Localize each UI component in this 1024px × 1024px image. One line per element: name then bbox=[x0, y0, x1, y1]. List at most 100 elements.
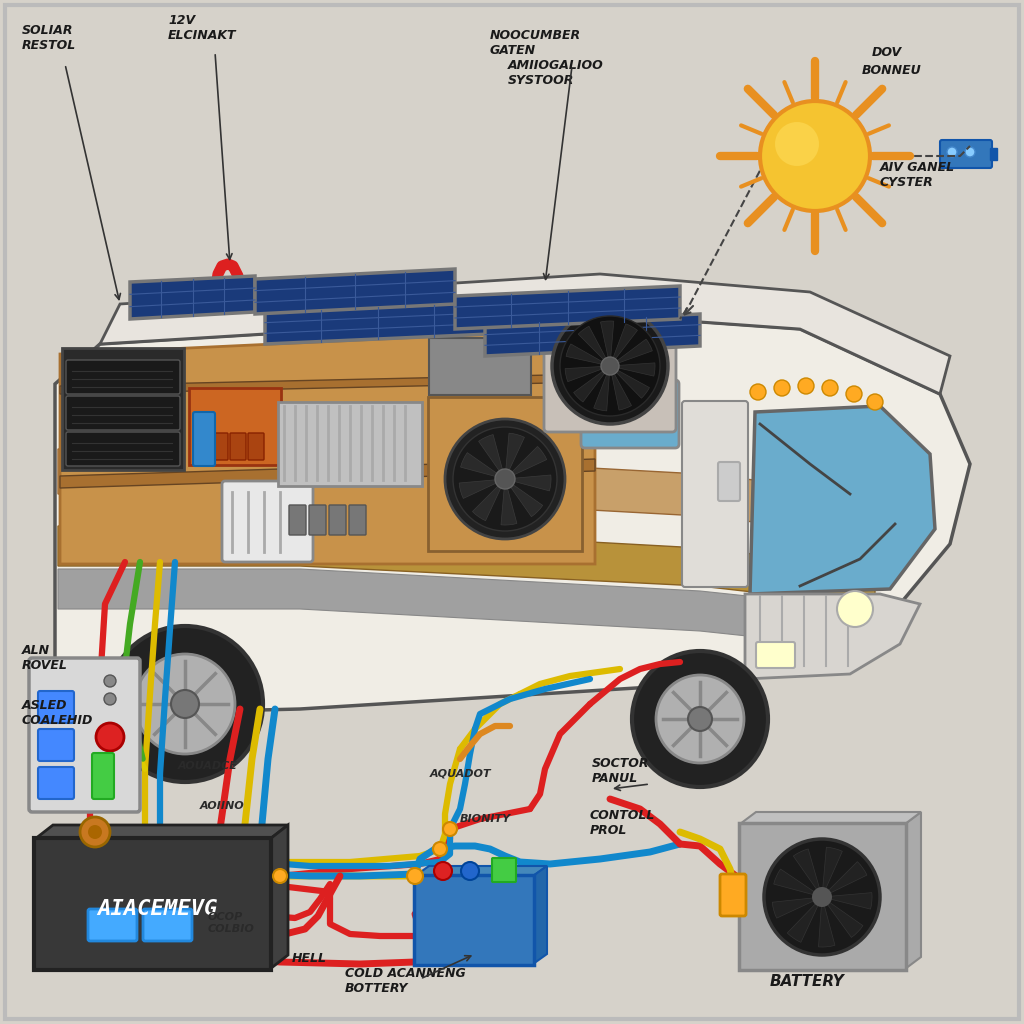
FancyBboxPatch shape bbox=[414, 874, 534, 965]
Circle shape bbox=[88, 825, 102, 839]
Wedge shape bbox=[505, 433, 524, 479]
Circle shape bbox=[764, 839, 880, 955]
Circle shape bbox=[822, 380, 838, 396]
Text: HELL: HELL bbox=[292, 952, 327, 965]
Text: AIACEMEVG: AIACEMEVG bbox=[97, 899, 217, 919]
Text: 12V
ELCINAKT: 12V ELCINAKT bbox=[168, 14, 237, 42]
Polygon shape bbox=[485, 314, 700, 356]
Circle shape bbox=[273, 869, 287, 883]
Text: CONTOLL
PROL: CONTOLL PROL bbox=[590, 809, 655, 837]
FancyBboxPatch shape bbox=[189, 388, 281, 465]
Circle shape bbox=[552, 308, 668, 424]
Wedge shape bbox=[505, 446, 547, 479]
Circle shape bbox=[601, 357, 618, 375]
Text: ASLED
COALEHID: ASLED COALEHID bbox=[22, 699, 93, 727]
FancyBboxPatch shape bbox=[66, 360, 180, 394]
FancyBboxPatch shape bbox=[429, 338, 531, 395]
Wedge shape bbox=[822, 897, 863, 937]
Polygon shape bbox=[740, 812, 921, 824]
FancyBboxPatch shape bbox=[682, 401, 748, 587]
Polygon shape bbox=[415, 866, 547, 876]
Wedge shape bbox=[610, 339, 652, 366]
Text: SOCTOR
PANUL: SOCTOR PANUL bbox=[592, 757, 649, 785]
Wedge shape bbox=[610, 362, 655, 376]
Wedge shape bbox=[822, 861, 867, 897]
Polygon shape bbox=[255, 269, 455, 314]
FancyBboxPatch shape bbox=[92, 753, 114, 799]
FancyBboxPatch shape bbox=[289, 505, 306, 535]
Circle shape bbox=[104, 693, 116, 705]
FancyBboxPatch shape bbox=[38, 729, 74, 761]
FancyBboxPatch shape bbox=[66, 432, 180, 466]
Text: BIONITY: BIONITY bbox=[460, 814, 511, 824]
FancyBboxPatch shape bbox=[194, 433, 210, 460]
Wedge shape bbox=[600, 321, 613, 366]
FancyBboxPatch shape bbox=[34, 838, 271, 970]
FancyBboxPatch shape bbox=[88, 909, 137, 941]
Wedge shape bbox=[565, 366, 610, 382]
FancyBboxPatch shape bbox=[990, 148, 997, 160]
Wedge shape bbox=[461, 453, 505, 479]
Circle shape bbox=[656, 675, 744, 763]
FancyBboxPatch shape bbox=[428, 397, 582, 551]
FancyBboxPatch shape bbox=[544, 300, 676, 432]
Circle shape bbox=[750, 384, 766, 400]
Text: OCOP
COLBIO: OCOP COLBIO bbox=[208, 912, 255, 934]
Circle shape bbox=[798, 378, 814, 394]
FancyBboxPatch shape bbox=[739, 823, 906, 970]
Circle shape bbox=[560, 316, 660, 416]
Text: AOUADCE: AOUADCE bbox=[178, 761, 238, 771]
Circle shape bbox=[445, 419, 565, 539]
Circle shape bbox=[135, 654, 234, 754]
Polygon shape bbox=[750, 406, 935, 594]
Wedge shape bbox=[505, 479, 543, 517]
Circle shape bbox=[632, 651, 768, 787]
Circle shape bbox=[96, 723, 124, 751]
Circle shape bbox=[80, 817, 110, 847]
Polygon shape bbox=[745, 594, 920, 679]
Wedge shape bbox=[610, 324, 637, 366]
Circle shape bbox=[774, 380, 790, 396]
Circle shape bbox=[775, 122, 819, 166]
FancyBboxPatch shape bbox=[940, 140, 992, 168]
Wedge shape bbox=[579, 327, 610, 366]
FancyBboxPatch shape bbox=[62, 348, 184, 470]
Wedge shape bbox=[610, 366, 632, 410]
FancyBboxPatch shape bbox=[29, 658, 140, 812]
Wedge shape bbox=[774, 869, 822, 897]
Circle shape bbox=[760, 101, 870, 211]
Text: BONNEU: BONNEU bbox=[862, 63, 922, 77]
Circle shape bbox=[106, 626, 263, 782]
FancyBboxPatch shape bbox=[38, 767, 74, 799]
FancyBboxPatch shape bbox=[756, 642, 795, 668]
Polygon shape bbox=[130, 276, 255, 319]
Circle shape bbox=[453, 427, 557, 531]
Circle shape bbox=[407, 868, 423, 884]
Text: COLD ACANNENG
BOTTERY: COLD ACANNENG BOTTERY bbox=[345, 967, 466, 995]
FancyBboxPatch shape bbox=[278, 402, 422, 486]
Polygon shape bbox=[455, 286, 680, 329]
Wedge shape bbox=[505, 475, 551, 490]
FancyBboxPatch shape bbox=[720, 874, 746, 916]
FancyBboxPatch shape bbox=[212, 433, 228, 460]
Circle shape bbox=[495, 469, 515, 489]
Wedge shape bbox=[459, 479, 505, 499]
Polygon shape bbox=[100, 274, 950, 394]
FancyBboxPatch shape bbox=[581, 380, 679, 449]
FancyBboxPatch shape bbox=[66, 396, 180, 430]
FancyBboxPatch shape bbox=[329, 505, 346, 535]
Polygon shape bbox=[58, 449, 880, 536]
FancyBboxPatch shape bbox=[718, 462, 740, 501]
Polygon shape bbox=[58, 526, 874, 606]
Polygon shape bbox=[534, 866, 547, 964]
Text: AIV GANEL
CYSTER: AIV GANEL CYSTER bbox=[880, 161, 955, 189]
Text: ALN
ROVEL: ALN ROVEL bbox=[22, 644, 68, 672]
Circle shape bbox=[443, 822, 457, 836]
FancyBboxPatch shape bbox=[230, 433, 246, 460]
Wedge shape bbox=[594, 366, 610, 411]
Wedge shape bbox=[573, 366, 610, 402]
Polygon shape bbox=[270, 825, 288, 969]
FancyBboxPatch shape bbox=[492, 858, 516, 882]
Text: DOV: DOV bbox=[872, 46, 902, 59]
Circle shape bbox=[461, 862, 479, 880]
